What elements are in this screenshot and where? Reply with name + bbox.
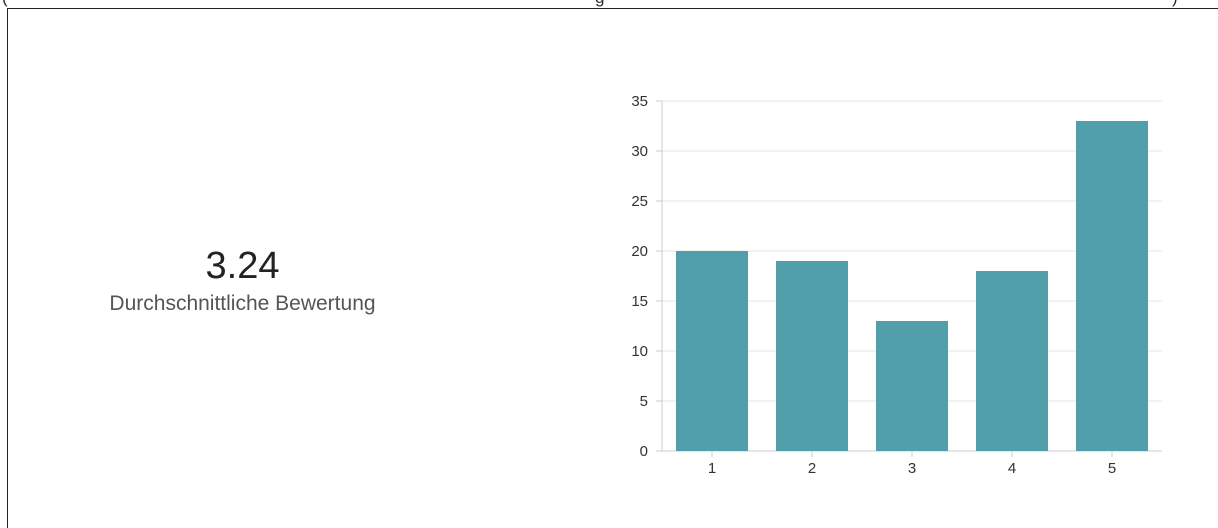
average-rating-value: 3.24 xyxy=(205,245,280,287)
x-tick-label: 3 xyxy=(908,460,916,477)
bar-rating-1 xyxy=(676,251,748,451)
average-rating-stat: 3.24 Durchschnittliche Bewertung xyxy=(40,244,445,318)
bar-rating-3 xyxy=(876,321,948,451)
y-tick-label: 5 xyxy=(640,393,648,410)
bar-rating-4 xyxy=(976,271,1048,451)
y-tick-label: 25 xyxy=(631,193,648,210)
bar-rating-5 xyxy=(1076,121,1148,451)
caption-fragment-left: ( xyxy=(2,0,8,7)
y-tick-label: 0 xyxy=(640,443,648,460)
rating-panel xyxy=(7,8,1218,528)
y-tick-label: 30 xyxy=(631,143,648,160)
y-tick-label: 35 xyxy=(631,93,648,110)
cut-off-caption: ( g ) xyxy=(0,0,1218,7)
x-tick-label: 2 xyxy=(808,460,816,477)
x-tick-label: 4 xyxy=(1008,460,1016,477)
caption-fragment-middle: g xyxy=(595,0,604,7)
x-tick-label: 5 xyxy=(1108,460,1116,477)
y-tick-label: 15 xyxy=(631,293,648,310)
average-rating-label: Durchschnittliche Bewertung xyxy=(109,292,376,315)
y-tick-label: 20 xyxy=(631,243,648,260)
bar-rating-2 xyxy=(776,261,848,451)
y-tick-label: 10 xyxy=(631,343,648,360)
x-tick-label: 1 xyxy=(708,460,716,477)
caption-fragment-right: ) xyxy=(1172,0,1178,7)
